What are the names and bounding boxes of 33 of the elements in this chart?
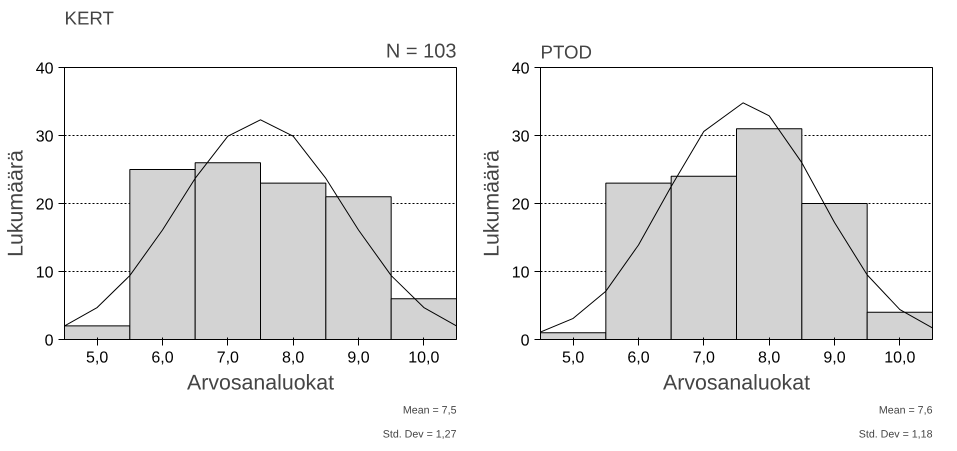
x-tick-label: 8,0 [282,350,304,366]
x-tick-label: 5,0 [562,350,584,366]
chart-title: PTOD [540,42,592,62]
x-tick-label: 9,0 [347,350,370,366]
y-tick-label: 0 [44,332,54,350]
x-tick-label: 6,0 [627,350,650,366]
y-axis-title: Lukumäärä [4,150,28,257]
chart-title: KERT [64,8,114,28]
x-axis-title: Arvosanaluokat [186,370,334,394]
text: Std. Dev = 1,27 [382,428,457,440]
x-axis-title: Arvosanaluokat [662,370,810,394]
y-tick-label: 10 [36,264,54,282]
x-tick-label: 7,0 [216,350,240,366]
y-tick-label: 40 [512,60,530,78]
x-tick-label: 10,0 [884,350,916,366]
y-tick-label: 40 [36,60,54,78]
y-tick-label: 20 [36,196,54,214]
x-tick-label: 7,0 [692,350,716,366]
x-tick-label: 10,0 [408,350,440,366]
y-tick-label: 30 [512,128,530,146]
y-tick-label: 20 [512,196,530,214]
x-tick-label: 6,0 [151,350,174,366]
x-tick-label: 5,0 [86,350,108,366]
y-tick-label: 10 [512,264,530,282]
y-tick-label: 30 [36,128,54,146]
text: Mean = 7,5 [402,404,457,416]
y-tick-label: 0 [520,332,530,350]
y-axis-title: Lukumäärä [480,150,504,257]
x-tick-label: 8,0 [758,350,780,366]
text: Std. Dev = 1,18 [858,428,933,440]
text: Mean = 7,6 [878,404,933,416]
text: N = 103 [386,40,457,62]
x-tick-label: 9,0 [823,350,846,366]
